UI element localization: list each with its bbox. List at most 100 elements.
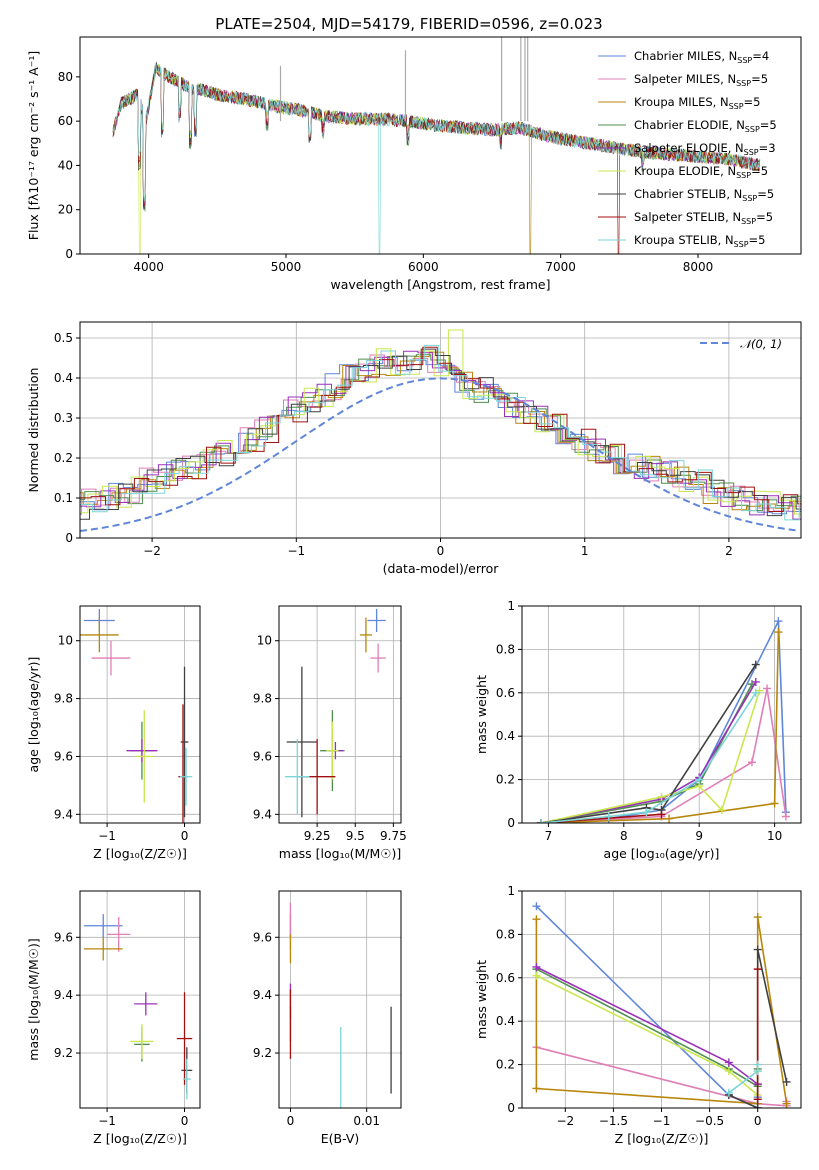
weight-marker <box>642 808 651 817</box>
x-tick-label: 7 <box>545 829 553 843</box>
x-axis-label: E(B-V) <box>321 1131 360 1146</box>
legend-entry: Chabrier ELODIE, NSSP=5 <box>634 118 777 134</box>
errorbar-point-8 <box>285 739 310 815</box>
weight-marker <box>747 758 756 767</box>
grid-mass_vs_Z <box>80 891 200 1108</box>
y-tick-label: 0 <box>65 247 73 261</box>
legend-entry: Salpeter STELIB, NSSP=5 <box>634 210 773 226</box>
weight-line-8 <box>728 1064 759 1094</box>
y-axis-label: Flux [fλ10⁻¹⁷ erg cm⁻² s⁻¹ A⁻¹] <box>26 51 41 240</box>
y-tick-label: 9.2 <box>54 1046 73 1060</box>
errorbar-point-8 <box>182 1058 191 1100</box>
legend-entry: Chabrier STELIB, NSSP=5 <box>634 187 774 203</box>
y-tick-label: 9.4 <box>54 988 73 1002</box>
legend-nssp: N <box>729 49 738 63</box>
y-tick-label: 9.8 <box>253 692 272 706</box>
axes-frame <box>521 890 802 1109</box>
histogram-1 <box>80 354 801 515</box>
y-tick-label: 0.2 <box>496 773 515 787</box>
y-tick-label: 40 <box>58 158 73 172</box>
y-axis-label: mass weight <box>474 675 489 754</box>
legend-nssp: N <box>735 141 744 155</box>
y-tick-label: 0.4 <box>496 1014 515 1028</box>
legend-nssp-value: =5 <box>744 95 761 109</box>
weight-marker <box>657 810 666 819</box>
y-tick-label: 0 <box>507 1101 515 1115</box>
histogram-8 <box>80 344 801 521</box>
x-tick-label: 0.01 <box>353 1114 380 1128</box>
plot-area-mass_vs_Z <box>83 914 193 1100</box>
y-tick-label: 0.1 <box>54 491 73 505</box>
weight-marker <box>753 1060 762 1069</box>
y-axis-label: mass [log₁₀(M/M☉)] <box>26 938 41 1060</box>
legend-nssp-sub: SSP <box>744 148 759 157</box>
legend-nssp-sub: SSP <box>729 102 744 111</box>
weight-marker <box>724 1088 733 1097</box>
weight-marker <box>532 1084 541 1093</box>
grid-residuals <box>80 322 801 539</box>
weight-marker <box>657 792 666 801</box>
errorbar-point-5 <box>130 1024 154 1059</box>
x-axis-label: wavelength [Angstrom, rest frame] <box>330 277 550 292</box>
axes-frame <box>79 890 201 1109</box>
legend-entry: Salpeter MILES, NSSP=5 <box>634 72 768 88</box>
y-tick-label: 0.2 <box>54 451 73 465</box>
x-axis-label: Z [log₁₀(Z/Z☉)] <box>615 1131 709 1146</box>
legend-nssp: N <box>732 210 741 224</box>
axes-frame <box>79 321 802 539</box>
errorbar-point-7 <box>176 992 193 1085</box>
plot-weight_vs_age: 7 8 9 10 0 0.2 0.4 0.6 0.8 1 age [log₁₀(age/yr)] ma… <box>474 599 802 861</box>
legend-nssp-sub: SSP <box>734 240 749 249</box>
legend-model-name: Chabrier ELODIE, <box>634 118 736 132</box>
legend-nssp-sub: SSP <box>741 217 756 226</box>
plot-area-spectrum <box>112 37 761 254</box>
y-tick-label: 9.6 <box>54 930 73 944</box>
legend-nssp: N <box>734 187 743 201</box>
weight-marker <box>751 677 760 686</box>
weight-line-0 <box>535 905 759 1108</box>
weight-marker <box>536 819 545 823</box>
errorbar-point-4 <box>134 992 158 1016</box>
plot-mass_vs_ebv: 0 0.01 9.2 9.4 9.6 E(B-V) <box>253 890 402 1146</box>
weight-marker <box>604 812 613 821</box>
y-tick-label: 0.6 <box>496 971 515 985</box>
spectrum-line-4 <box>112 65 761 205</box>
legend-nssp-value: =5 <box>760 118 777 132</box>
errorbar-point-5 <box>134 710 154 803</box>
y-tick-label: 0.6 <box>496 686 515 700</box>
errorbar-point-8 <box>179 747 193 806</box>
weight-marker <box>724 1067 733 1076</box>
y-tick-label: 9.6 <box>253 749 272 763</box>
histogram-6 <box>80 348 801 520</box>
legend-nssp-value: =5 <box>756 210 773 224</box>
weight-marker <box>695 775 704 784</box>
legend-nssp: N <box>720 95 729 109</box>
legend-model-name: Chabrier STELIB, <box>634 187 734 201</box>
legend-nssp: N <box>725 233 734 247</box>
weight-marker <box>753 1095 762 1104</box>
legend-nssp: N <box>736 118 745 132</box>
errorbar-point-2 <box>83 937 123 961</box>
x-tick-label: 2 <box>725 544 733 558</box>
legend-nssp-value: =5 <box>757 187 774 201</box>
y-axis-label: age [log₁₀(age/yr)] <box>26 657 41 773</box>
legend-nssp-sub: SSP <box>742 194 757 203</box>
y-tick-label: 9.6 <box>54 749 73 763</box>
errorbar-point-6 <box>180 666 189 818</box>
y-tick-label: 9.2 <box>253 1046 272 1060</box>
errorbar-point-2 <box>80 617 119 653</box>
weight-marker <box>532 971 541 980</box>
x-tick-label: 0 <box>287 1114 295 1128</box>
x-tick-label: 4000 <box>133 260 164 274</box>
legend-model-name: Kroupa STELIB, <box>634 233 725 247</box>
figure-title: PLATE=2504, MJD=54179, FIBERID=0596, z=0… <box>215 15 602 33</box>
legend-nssp-value: =5 <box>751 72 768 86</box>
legend-nssp-value: =5 <box>751 164 768 178</box>
y-tick-label: 0.2 <box>496 1058 515 1072</box>
y-tick-label: 0 <box>507 816 515 830</box>
legend-nssp: N <box>727 164 736 178</box>
legend-entry: Salpeter ELODIE, NSSP=3 <box>634 141 776 157</box>
x-tick-label: −1.5 <box>599 1114 628 1128</box>
spectrum-line-8 <box>112 62 761 254</box>
